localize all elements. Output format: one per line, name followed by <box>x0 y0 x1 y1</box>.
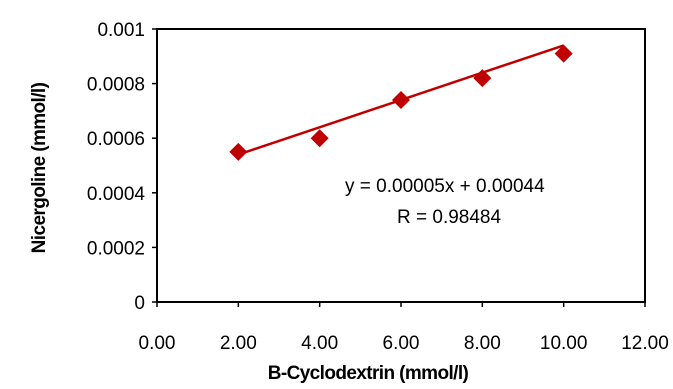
y-tick-label: 0.0008 <box>87 75 145 96</box>
data-point <box>473 69 492 88</box>
y-tick-label: 0.001 <box>97 20 145 41</box>
x-tick-label: 0.00 <box>139 333 176 354</box>
r-value: R = 0.98484 <box>397 207 501 228</box>
data-point <box>310 129 329 148</box>
y-tick-label: 0 <box>134 293 145 314</box>
y-axis-title: Nicergoline (mmol/l) <box>29 82 50 253</box>
x-axis-ticks: 0.00 2.00 4.00 6.00 8.00 10.00 12.00 <box>139 302 669 354</box>
y-axis-ticks: 0 0.0002 0.0004 0.0006 0.0008 0.001 <box>87 20 157 314</box>
data-point <box>392 90 410 109</box>
data-points <box>229 44 573 161</box>
x-tick-label: 6.00 <box>383 333 420 354</box>
x-tick-label: 10.00 <box>540 333 588 354</box>
x-tick-label: 8.00 <box>464 333 501 354</box>
x-tick-label: 4.00 <box>301 333 338 354</box>
data-point <box>229 142 248 161</box>
x-axis-title: B-Cyclodextrin (mmol/l) <box>268 363 469 384</box>
y-tick-label: 0.0002 <box>87 238 145 259</box>
plot-area <box>156 28 646 303</box>
x-tick-label: 12.00 <box>621 333 669 354</box>
x-tick-label: 2.00 <box>220 333 257 354</box>
data-point <box>554 44 573 63</box>
y-tick-label: 0.0006 <box>87 129 145 150</box>
trend-equation: y = 0.00005x + 0.00044 <box>345 176 545 197</box>
y-tick-label: 0.0004 <box>87 184 146 205</box>
